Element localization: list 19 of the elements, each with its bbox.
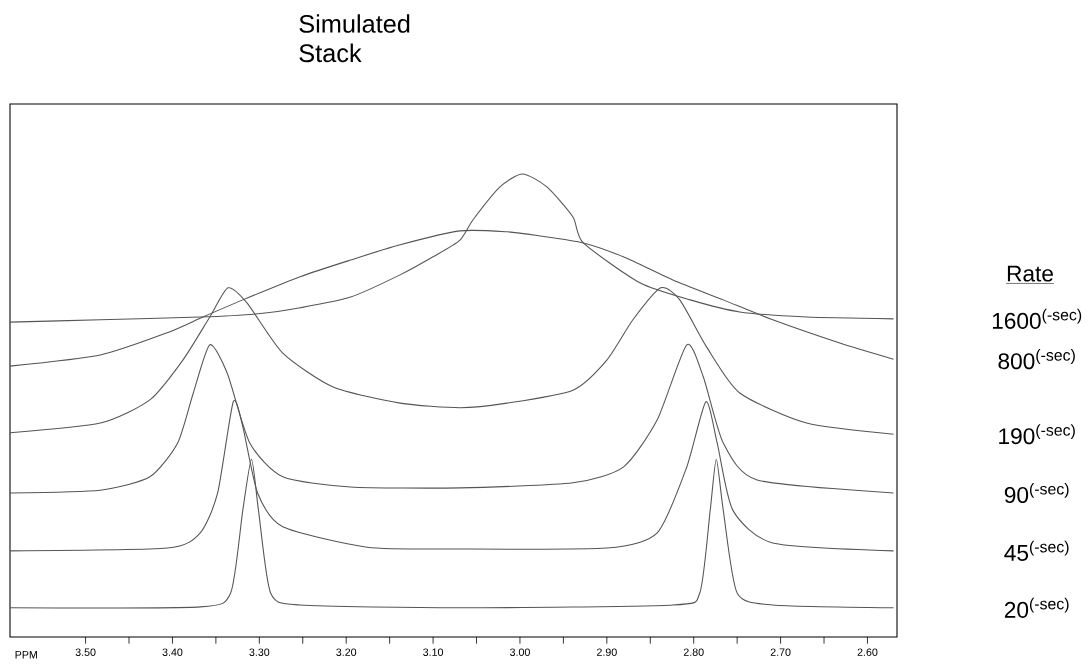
text: 190$^{(-sec)}$: [999, 424, 1075, 445]
x-tick-label: 2.60: [857, 648, 878, 656]
x-tick-label: 3.30: [249, 648, 270, 656]
x-tick-label: 3.00: [509, 648, 530, 656]
text: 45$^{(-sec)}$: [1004, 540, 1069, 561]
x-tick-label: 3.10: [423, 648, 444, 656]
x-axis-title: PPM: [15, 651, 37, 659]
text: 90$^{(-sec)}$: [1004, 482, 1069, 504]
x-tick-label: 2.80: [683, 648, 704, 656]
x-tick-label: 2.70: [770, 648, 791, 656]
x-tick-label: 2.90: [597, 648, 617, 656]
legend-title: Rate: [1007, 265, 1053, 282]
x-tick-label: 3.20: [336, 648, 357, 656]
text: 1600$^{(-sec)}$: [992, 308, 1082, 329]
x-tick-label: 3.50: [75, 648, 96, 656]
x-tick-label: 3.40: [162, 648, 183, 656]
text: 20$^{(-sec)}$: [1004, 597, 1069, 618]
text: 800$^{(-sec)}$: [998, 349, 1075, 370]
chart-title: Simulated Stack: [299, 14, 410, 63]
